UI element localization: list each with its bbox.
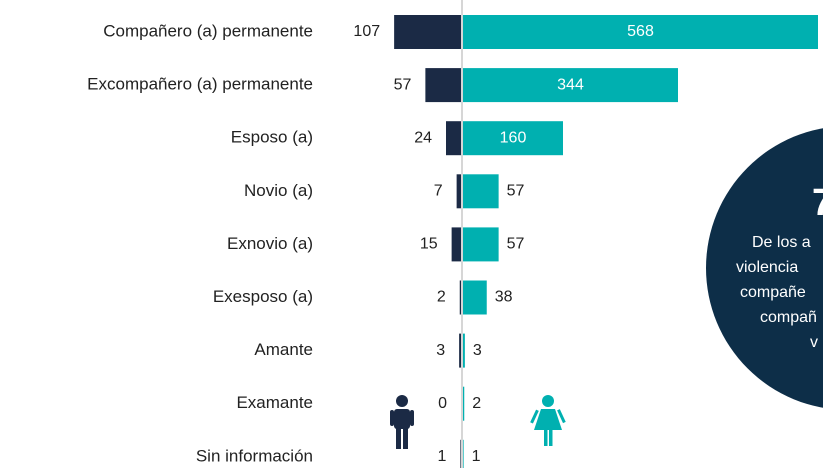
value-label: 24 xyxy=(414,129,432,146)
value-label: 160 xyxy=(500,129,527,146)
category-label: Amante xyxy=(254,340,313,359)
bar xyxy=(463,68,678,103)
value-label: 344 xyxy=(557,76,584,93)
bar xyxy=(459,333,461,368)
bar xyxy=(463,227,499,262)
category-label: Exesposo (a) xyxy=(213,287,313,306)
value-label: 7 xyxy=(434,183,443,200)
callout-line: v xyxy=(810,334,818,351)
value-label: 568 xyxy=(627,23,654,40)
category-label: Sin información xyxy=(196,446,313,465)
value-label: 2 xyxy=(472,395,481,412)
bar xyxy=(463,15,818,49)
value-label: 1 xyxy=(437,448,446,465)
value-label: 2 xyxy=(437,289,446,306)
callout-line: compañ xyxy=(760,309,817,326)
bar xyxy=(451,227,461,262)
bar xyxy=(459,280,461,315)
bar xyxy=(394,15,461,49)
value-label: 3 xyxy=(473,342,482,359)
bar xyxy=(456,174,461,209)
bar xyxy=(463,386,465,421)
bar xyxy=(463,121,563,156)
value-label: 3 xyxy=(436,342,445,359)
value-label: 57 xyxy=(507,236,525,253)
value-label: 1 xyxy=(472,448,481,465)
bar xyxy=(460,439,461,468)
bar xyxy=(425,68,461,103)
value-label: 0 xyxy=(438,395,447,412)
category-label: Excompañero (a) permanente xyxy=(87,75,313,94)
bar xyxy=(446,121,461,156)
callout-line: compañe xyxy=(740,284,806,301)
value-label: 15 xyxy=(420,236,438,253)
callout-line: De los a xyxy=(752,234,811,251)
category-label: Examante xyxy=(236,393,313,412)
bar xyxy=(463,439,464,468)
value-label: 57 xyxy=(507,183,525,200)
callout-line: violencia xyxy=(736,259,798,276)
bar xyxy=(463,174,499,209)
bar xyxy=(463,333,465,368)
category-label: Compañero (a) permanente xyxy=(103,21,313,40)
value-label: 57 xyxy=(394,76,412,93)
category-label: Exnovio (a) xyxy=(227,234,313,253)
category-label: Esposo (a) xyxy=(231,128,313,147)
bar xyxy=(463,280,487,315)
woman-icon xyxy=(530,395,566,446)
category-label: Novio (a) xyxy=(244,181,313,200)
callout-circle xyxy=(706,128,823,408)
value-label: 38 xyxy=(495,289,513,306)
man-icon xyxy=(390,395,414,449)
callout-number: 7 xyxy=(812,182,823,224)
value-label: 107 xyxy=(353,23,380,40)
